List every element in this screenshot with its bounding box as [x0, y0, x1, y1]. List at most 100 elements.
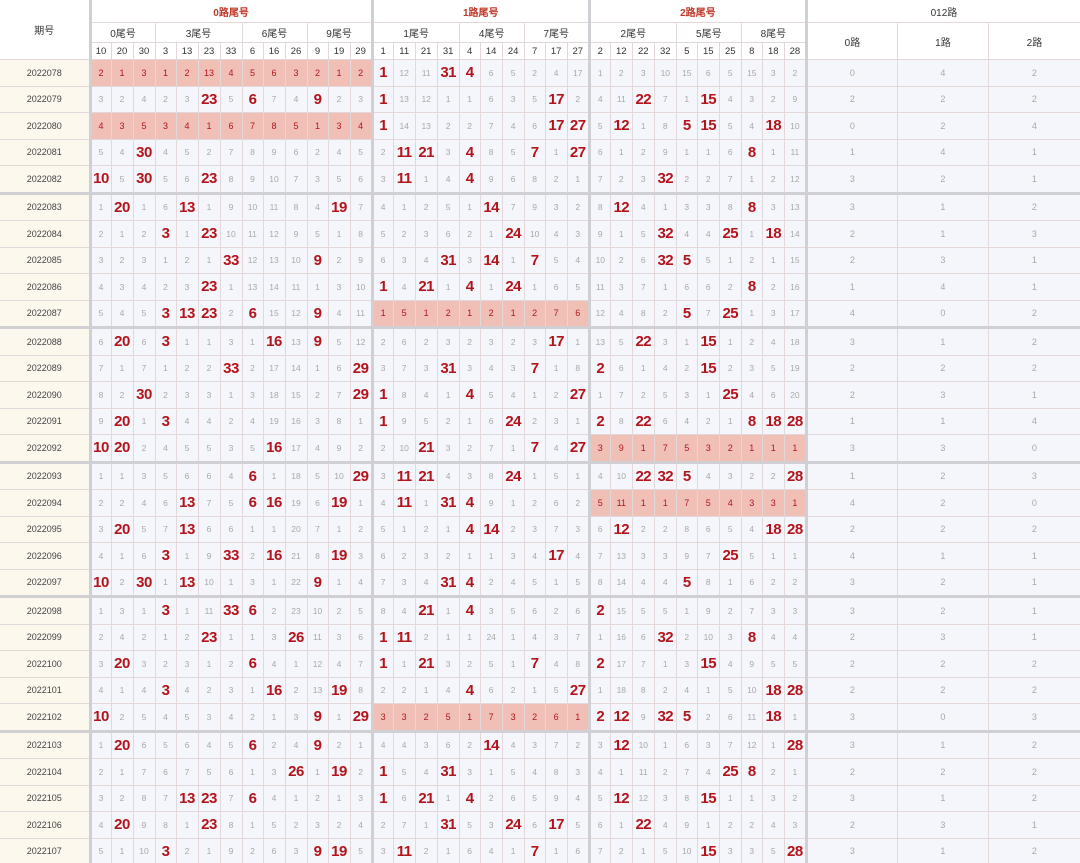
number-cell: 1 — [155, 624, 177, 651]
number-cell: 4 — [111, 139, 134, 166]
table-row: 2022087 5 4 5 3 13 23 2 6 15 12 9 4 11 1 5 1 2 1 2 1 2 7 6 12 4 8 2… — [0, 300, 1080, 328]
number-cell: 2 — [654, 758, 677, 786]
number-cell: 1 — [437, 273, 460, 301]
number-cell: 3 — [88, 785, 112, 812]
number-cell: 21 — [415, 434, 438, 463]
number-cell: 12 — [350, 326, 373, 356]
period-cell: 2022088 — [0, 326, 91, 356]
number-cell: 6 — [350, 624, 373, 651]
number-cell: 5 — [220, 489, 243, 517]
number-cell: 2 — [155, 650, 177, 678]
number-cell: 2 — [654, 677, 677, 704]
number-cell: 7 — [370, 569, 394, 597]
number-cell: 8 — [567, 355, 590, 382]
number-cell: 4 — [459, 273, 481, 301]
number-cell: 1 — [502, 247, 525, 274]
number-cell: 6 — [155, 758, 177, 786]
number-cell: 4 — [437, 165, 460, 194]
number-cell: 2 — [741, 460, 763, 490]
number-cell: 6 — [545, 489, 568, 517]
number-cell: 11 — [741, 703, 763, 732]
number-cell: 3 — [176, 650, 199, 678]
number-cell: 18 — [762, 408, 785, 435]
number-cell: 8 — [350, 677, 373, 704]
lu-col-header: 1路 — [897, 22, 989, 60]
number-cell: 5 — [762, 838, 785, 863]
number-cell: 10 — [393, 434, 416, 463]
period-cell: 2022094 — [0, 489, 91, 517]
number-cell: 8 — [328, 408, 351, 435]
number-cell: 4 — [176, 112, 199, 140]
number-cell: 23 — [198, 165, 221, 194]
lu-count-cell: 2 — [804, 247, 898, 274]
tail-header: 3尾号 — [155, 22, 243, 43]
lu-count-cell: 1 — [988, 542, 1080, 570]
number-cell: 3 — [784, 811, 807, 839]
number-cell: 4 — [415, 381, 438, 409]
table-row: 2022095 3 20 5 7 13 6 6 1 1 20 7 1 2 5 1 2 1 4 14 2 3 7 3 6 12 2 2 8… — [0, 516, 1080, 543]
number-cell: 8 — [719, 191, 742, 221]
number-cell: 14 — [285, 355, 308, 382]
number-cell: 1 — [545, 838, 568, 863]
number-cell: 3 — [350, 785, 373, 812]
number-cell: 6 — [567, 595, 590, 625]
number-cell: 3 — [133, 247, 156, 274]
lu-count-cell: 2 — [988, 355, 1080, 382]
number-cell: 1 — [242, 516, 264, 543]
number-cell: 4 — [676, 677, 698, 704]
number-cell: 6 — [176, 729, 199, 759]
period-cell: 2022101 — [0, 677, 91, 704]
number-cell: 20 — [111, 434, 134, 463]
number-cell: 1 — [220, 381, 243, 409]
number-cell: 30 — [133, 139, 156, 166]
number-cell: 1 — [437, 838, 460, 863]
number-cell: 5 — [88, 300, 112, 328]
number-cell: 4 — [784, 624, 807, 651]
number-cell: 2 — [176, 624, 199, 651]
number-cell: 2 — [741, 811, 763, 839]
lu-count-cell: 3 — [804, 703, 898, 732]
number-cell: 8 — [741, 624, 763, 651]
number-cell: 3 — [502, 86, 525, 113]
number-cell: 23 — [198, 300, 221, 328]
number-cell: 7 — [654, 434, 677, 463]
number-cell: 3 — [762, 489, 785, 517]
number-cell: 6 — [567, 838, 590, 863]
period-cell: 2022097 — [0, 569, 91, 597]
lu-count-cell: 0 — [897, 703, 989, 732]
number-cell: 2 — [88, 59, 112, 87]
number-cell: 5 — [632, 595, 655, 625]
number-cell: 20 — [111, 811, 134, 839]
number-cell: 29 — [350, 381, 373, 409]
number-cell: 2 — [719, 273, 742, 301]
number-cell: 1 — [242, 624, 264, 651]
number-cell: 5 — [676, 569, 698, 597]
number-cell: 2 — [111, 247, 134, 274]
number-cell: 2 — [762, 165, 785, 194]
number-cell: 4 — [220, 703, 243, 732]
number-cell: 8 — [741, 191, 763, 221]
number-cell: 1 — [328, 59, 351, 87]
number-cell: 12 — [784, 165, 807, 194]
number-cell: 1 — [676, 326, 698, 356]
number-cell: 21 — [285, 542, 308, 570]
number-cell: 2 — [632, 516, 655, 543]
lu-count-cell: 2 — [897, 460, 989, 490]
number-cell: 27 — [567, 139, 590, 166]
number-cell: 1 — [350, 489, 373, 517]
number-cell: 1 — [328, 220, 351, 248]
number-cell: 1 — [459, 300, 481, 328]
number-cell: 1 — [480, 542, 503, 570]
number-cell: 7 — [545, 516, 568, 543]
lu-count-cell: 2 — [804, 677, 898, 704]
number-header: 11 — [393, 42, 416, 60]
number-cell: 6 — [459, 838, 481, 863]
number-header: 1 — [370, 42, 394, 60]
period-cell: 2022103 — [0, 729, 91, 759]
period-cell: 2022090 — [0, 381, 91, 409]
number-cell: 1 — [719, 247, 742, 274]
number-cell: 1 — [502, 650, 525, 678]
number-cell: 9 — [307, 703, 329, 732]
number-cell: 31 — [437, 489, 460, 517]
period-cell: 2022079 — [0, 86, 91, 113]
